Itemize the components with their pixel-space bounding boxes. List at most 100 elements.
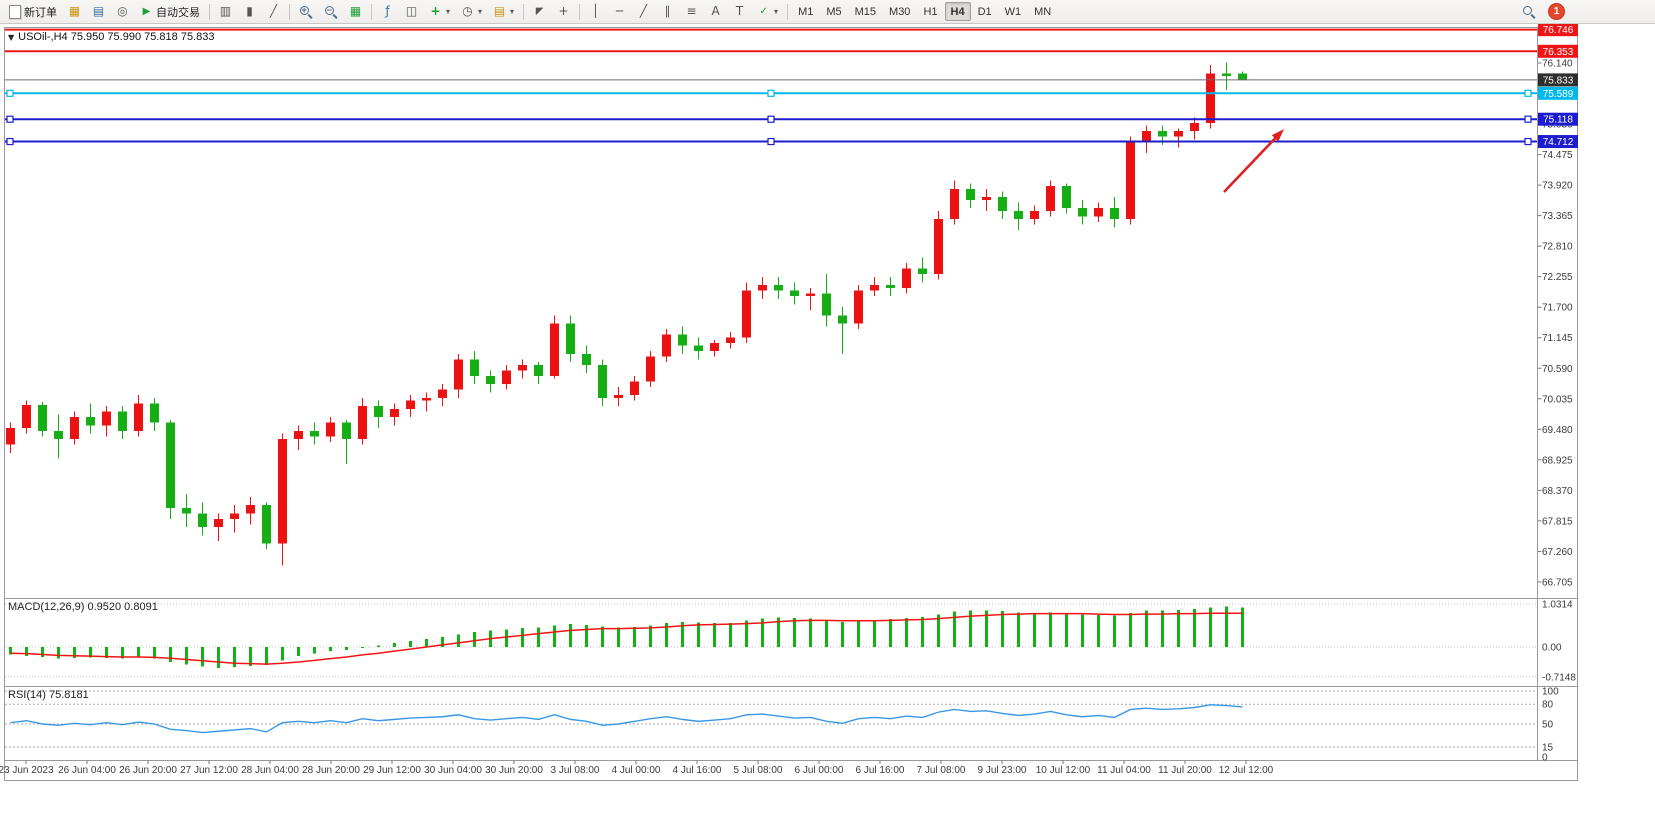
candlestick-chart-button[interactable]: ▮ — [238, 1, 261, 22]
rsi-level-label: 80 — [1542, 700, 1554, 711]
tf-h4[interactable]: H4 — [944, 2, 971, 21]
candle-body — [470, 359, 479, 376]
candle-body — [358, 406, 367, 440]
candle-body — [838, 315, 847, 324]
candle-body — [646, 356, 655, 382]
zoom-in-button[interactable]: + — [294, 1, 318, 22]
time-axis-label: 27 Jun 12:00 — [180, 765, 238, 776]
toolbar-separator — [289, 3, 290, 20]
line-handle[interactable] — [1524, 137, 1532, 146]
candle-body — [1046, 186, 1055, 211]
candle-body — [102, 411, 111, 426]
candle-body — [406, 400, 415, 409]
candle-body — [1078, 208, 1087, 217]
line-handle[interactable] — [1524, 89, 1532, 97]
tf-h1[interactable]: H1 — [923, 5, 938, 18]
fibonacci-button[interactable]: ≡ — [680, 1, 703, 22]
price-tick-label: 72.255 — [1542, 272, 1573, 283]
arrows-button[interactable]: ✓ ▾ — [752, 1, 783, 22]
candle-body — [582, 353, 591, 365]
macd-label: MACD(12,26,9) 0.9520 0.8091 — [8, 601, 158, 613]
candle-body — [790, 290, 799, 297]
line-handle[interactable] — [1524, 115, 1532, 123]
candle-body — [326, 422, 335, 437]
toolbar-separator — [787, 3, 789, 20]
toolbar-right-group: 1 — [1522, 0, 1565, 23]
crosshair-button[interactable]: + — [552, 1, 575, 22]
candle-body — [758, 285, 767, 291]
rsi-level-label: 0 — [1542, 753, 1548, 764]
tf-m1[interactable]: M1 — [798, 5, 814, 18]
channel-icon: ∥ — [664, 4, 671, 18]
candle-body — [310, 430, 319, 437]
auto-trading-button[interactable]: ▶ 自动交易 — [135, 1, 205, 22]
price-label-box — [1538, 86, 1578, 100]
time-axis-label: 4 Jul 00:00 — [612, 765, 661, 776]
notification-badge[interactable]: 1 — [1548, 3, 1565, 20]
market-watch-button[interactable]: ▦ — [63, 1, 86, 22]
market-watch-icon: ▦ — [68, 4, 81, 18]
tf-mn[interactable]: MN — [1034, 5, 1052, 18]
trend-arrow-head[interactable] — [1271, 129, 1284, 142]
line-handle[interactable] — [767, 137, 775, 146]
data-window-button[interactable]: ▤ — [87, 1, 110, 22]
navigator-button[interactable]: ◎ — [111, 1, 134, 22]
text-label-button[interactable]: T — [728, 1, 751, 22]
time-axis-label: 28 Jun 20:00 — [302, 765, 360, 776]
candle-body — [422, 397, 431, 401]
chart-context-icon[interactable]: ▼ — [8, 33, 15, 42]
tf-w1[interactable]: W1 — [1004, 5, 1022, 18]
toolbar-separator — [371, 3, 372, 20]
line-handle[interactable] — [6, 115, 14, 123]
line-chart-button[interactable]: ╱ — [262, 1, 285, 22]
objects-list-button[interactable]: ◫ — [400, 1, 423, 22]
tile-windows-icon: ▦ — [349, 4, 362, 18]
candle-body — [1222, 73, 1231, 77]
candle-body — [22, 405, 31, 429]
time-axis-label: 28 Jun 04:00 — [241, 765, 299, 776]
candle-body — [198, 513, 207, 528]
text-button[interactable]: A — [704, 1, 727, 22]
zoom-out-button[interactable]: − — [319, 1, 343, 22]
cursor-button[interactable]: ◤ — [528, 1, 551, 22]
zoom-in-icon: + — [299, 5, 313, 19]
trendline-icon: ╱ — [639, 4, 648, 18]
add-indicator-button[interactable]: + ▾ — [424, 1, 455, 22]
horizontal-line-button[interactable]: ─ — [608, 1, 631, 22]
candle-body — [454, 359, 463, 390]
price-label-text: 75.118 — [1543, 115, 1573, 126]
candle-body — [886, 285, 895, 288]
tf-d1[interactable]: D1 — [977, 5, 992, 18]
candle-body — [294, 430, 303, 440]
search-icon[interactable] — [1522, 5, 1536, 19]
line-handle[interactable] — [6, 89, 14, 97]
candle-body — [1126, 142, 1135, 220]
candle-body — [742, 290, 751, 338]
tf-m5[interactable]: M5 — [826, 5, 842, 18]
trend-arrow[interactable] — [1223, 132, 1281, 193]
price-tick-label: 69.480 — [1542, 425, 1573, 436]
period-button[interactable]: ◷ ▾ — [456, 1, 487, 22]
candle-body — [182, 507, 191, 514]
template-button[interactable]: ▤ ▾ — [488, 1, 519, 22]
candle-body — [6, 428, 15, 445]
vertical-line-icon: │ — [591, 4, 600, 18]
indicators-button[interactable]: ƒ — [376, 1, 399, 22]
price-tick-label: 66.705 — [1542, 577, 1573, 588]
trendline-button[interactable]: ╱ — [632, 1, 655, 22]
channel-button[interactable]: ∥ — [656, 1, 679, 22]
line-handle[interactable] — [6, 137, 14, 146]
line-handle[interactable] — [767, 115, 775, 123]
fibonacci-icon: ≡ — [686, 4, 697, 18]
dropdown-caret-icon: ▾ — [446, 7, 451, 16]
tf-m15[interactable]: M15 — [854, 5, 877, 18]
vertical-line-button[interactable]: │ — [584, 1, 607, 22]
line-handle[interactable] — [767, 89, 775, 97]
tf-m30[interactable]: M30 — [889, 5, 911, 18]
candle-body — [854, 290, 863, 324]
candle-body — [438, 389, 447, 398]
bar-chart-button[interactable]: ▥ — [214, 1, 237, 22]
new-order-button[interactable]: 新订单 — [4, 1, 62, 22]
tile-windows-button[interactable]: ▦ — [344, 1, 367, 22]
